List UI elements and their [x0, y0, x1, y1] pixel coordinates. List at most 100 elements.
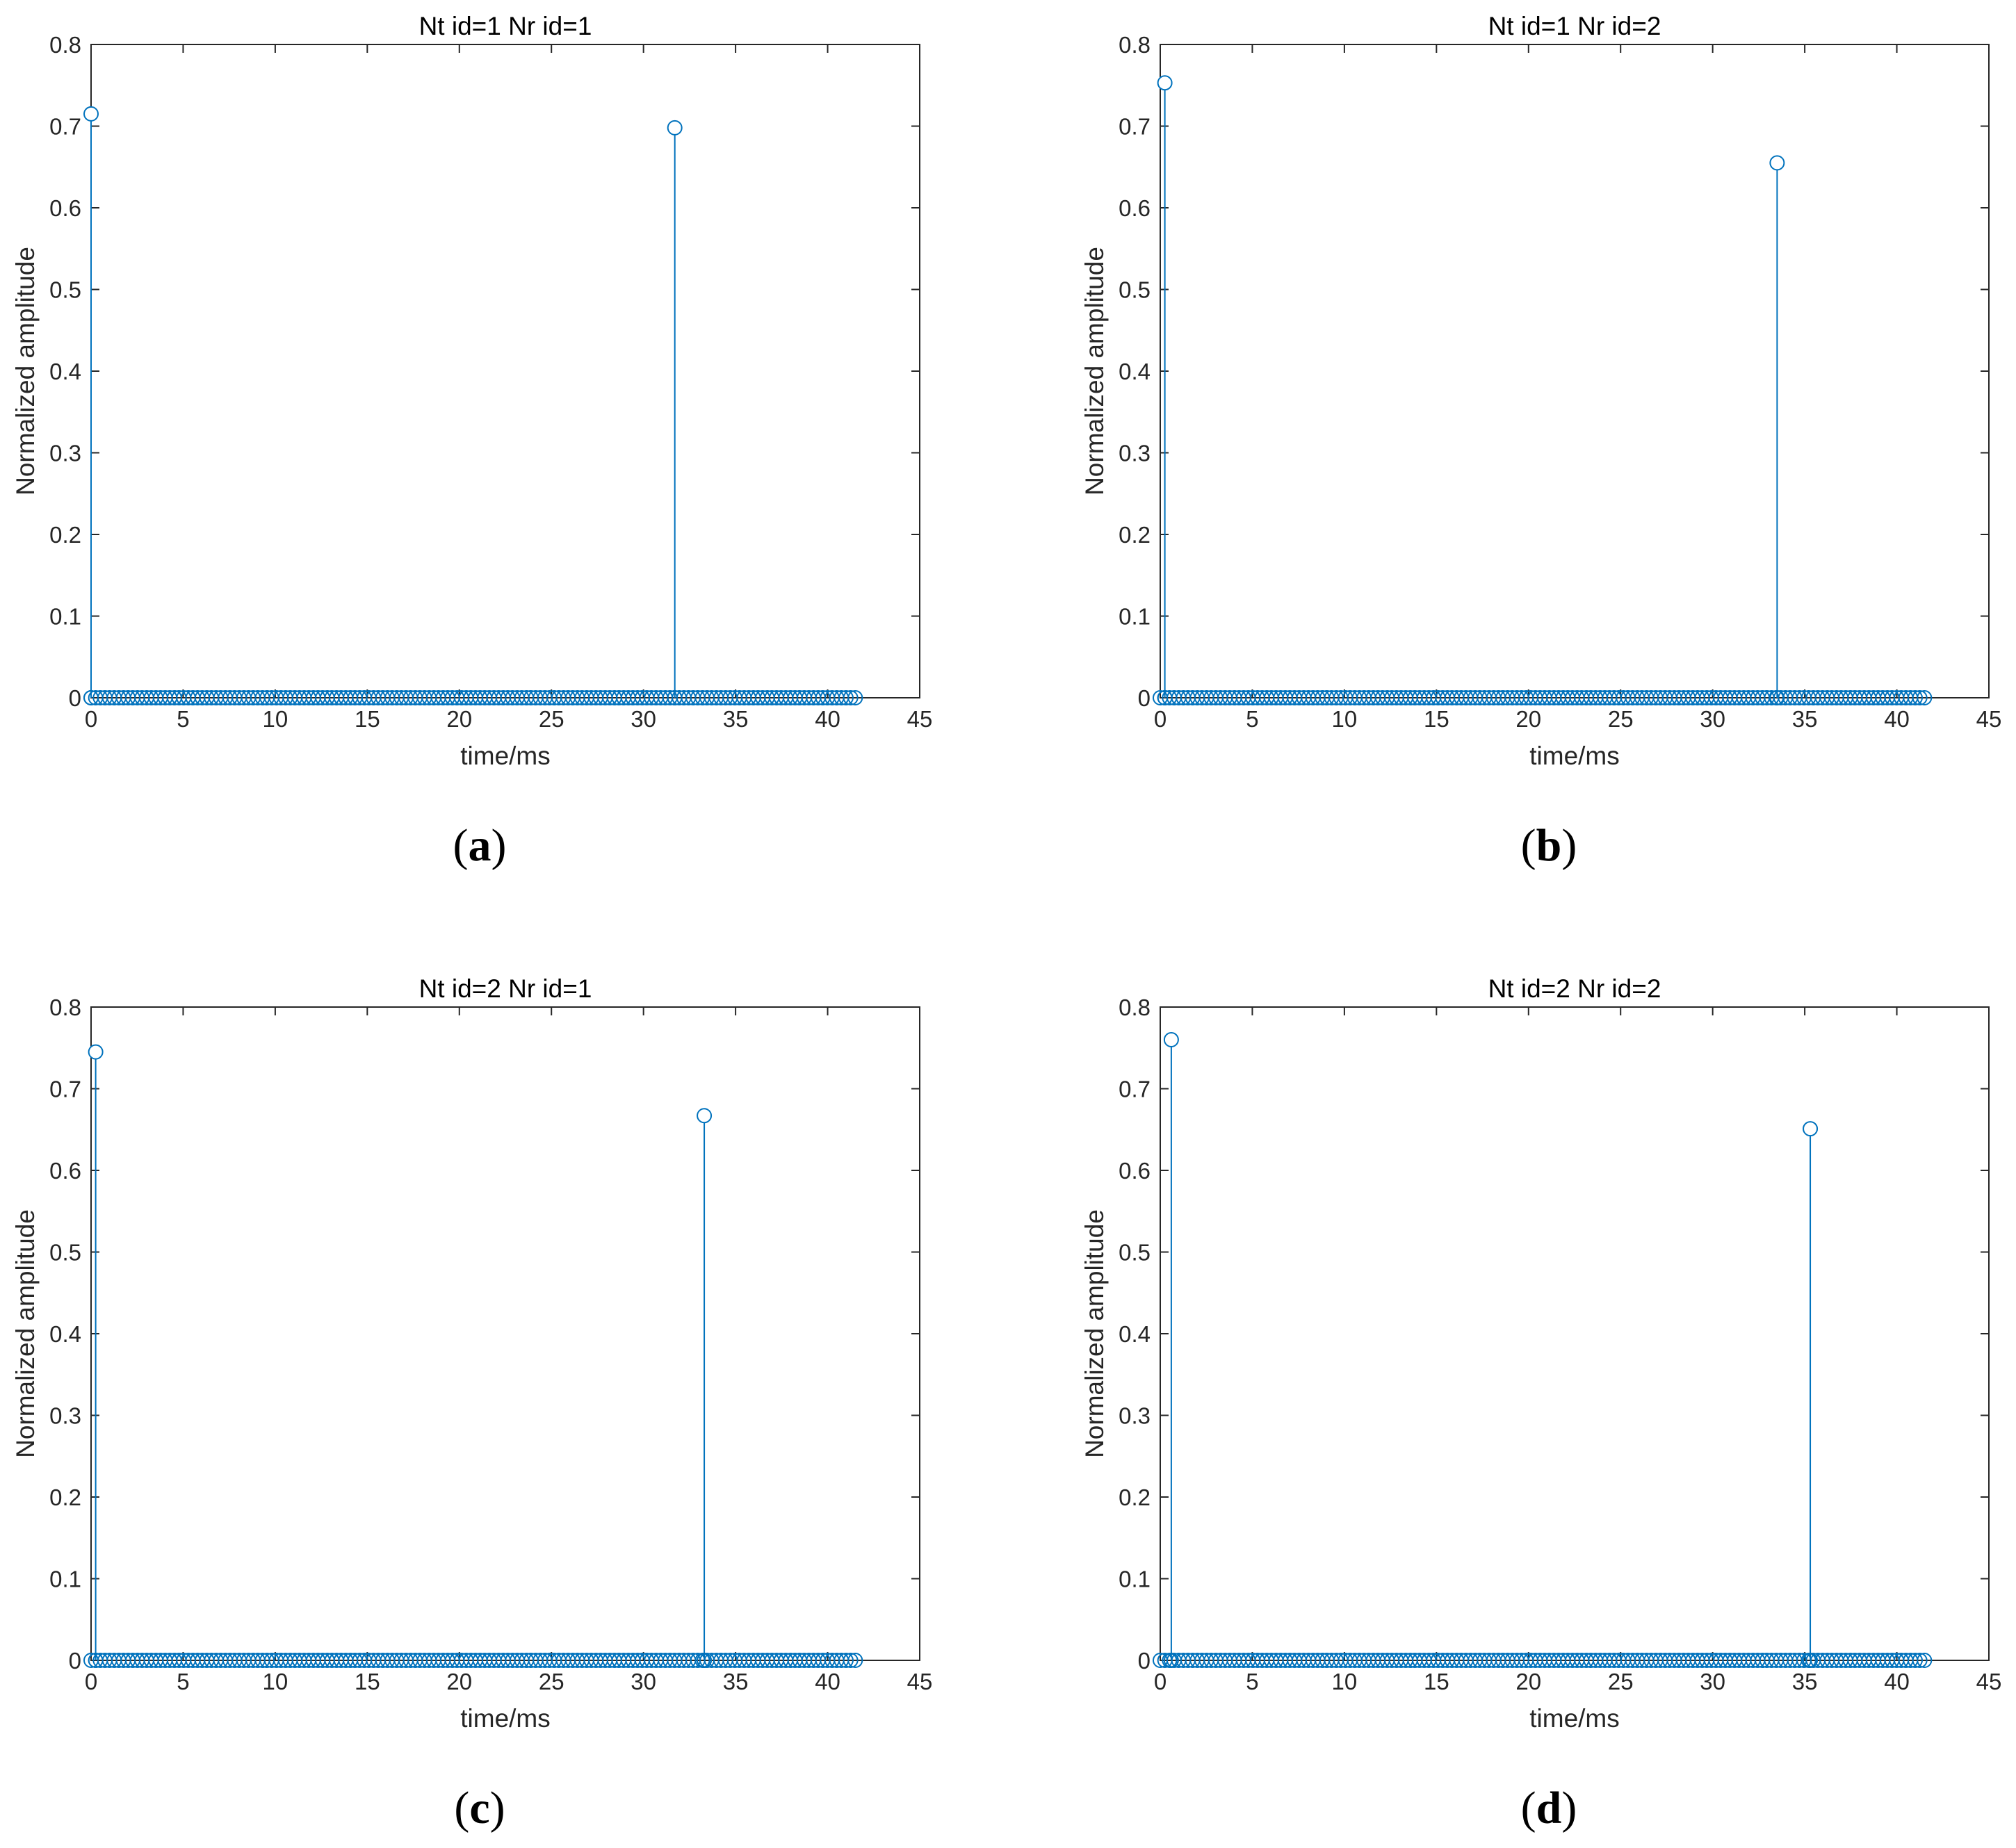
x-tick-label: 30 [631, 1669, 656, 1694]
baseline-markers [1153, 1653, 1933, 1668]
y-tick-label: 0.6 [1119, 1158, 1151, 1184]
baseline-point [843, 690, 859, 705]
x-tick-label: 20 [1515, 1669, 1541, 1694]
y-tick-label: 0.1 [49, 1567, 81, 1592]
panel-caption: (a) [453, 820, 507, 871]
stem-base-marker [83, 690, 99, 705]
x-tick-label: 40 [1884, 706, 1910, 732]
y-axis-label: Normalized amplitude [1080, 247, 1109, 496]
plot-box [1160, 1006, 1990, 1661]
chart-title: Nt id=1 Nr id=1 [419, 12, 592, 40]
x-tick-label: 0 [1154, 1669, 1166, 1694]
plot-box [90, 44, 920, 698]
y-tick-label: 0.5 [49, 1240, 81, 1266]
panel-caption: (d) [1521, 1783, 1577, 1833]
y-tick-label: 0.8 [1119, 995, 1151, 1020]
stem-peak-marker [88, 1044, 104, 1060]
x-tick-label: 30 [1700, 1669, 1725, 1694]
baseline-markers [83, 1653, 863, 1668]
y-tick-label: 0.5 [1119, 1240, 1151, 1266]
y-tick-label: 0.8 [49, 995, 81, 1020]
y-tick-label: 0.6 [49, 195, 81, 221]
x-tick-label: 15 [1424, 1669, 1449, 1694]
stem-peak-marker [1157, 75, 1173, 91]
stem-base-marker [1157, 690, 1173, 705]
baseline-point [1917, 690, 1933, 705]
baseline-point [1912, 690, 1928, 705]
y-tick-label: 0.3 [49, 441, 81, 466]
panel-caption: (b) [1521, 820, 1577, 871]
baseline-point [843, 1653, 859, 1668]
x-tick-label: 30 [1700, 706, 1725, 732]
x-tick-label: 25 [539, 706, 564, 732]
x-tick-label: 20 [1515, 706, 1541, 732]
baseline-point [847, 690, 863, 705]
y-tick-label: 0.7 [1119, 114, 1151, 140]
plot-box [1160, 44, 1990, 698]
y-tick-label: 0.5 [1119, 277, 1151, 303]
y-tick-label: 0.8 [1119, 32, 1151, 58]
y-tick-label: 0.5 [49, 277, 81, 303]
x-tick-label: 0 [85, 706, 97, 732]
x-tick-label: 45 [1976, 1669, 2002, 1694]
baseline-point [1907, 690, 1923, 705]
y-tick-label: 0.1 [1119, 604, 1151, 630]
panel-caption: (c) [454, 1783, 505, 1833]
y-tick-label: 0.3 [49, 1403, 81, 1429]
plot-box [90, 1006, 920, 1661]
y-tick-label: 0.4 [49, 1321, 81, 1347]
y-tick-label: 0.2 [49, 1485, 81, 1510]
chart-panel-a: 0 5 10 15 20 25 30 35 40 45 0 0.1 0.2 0.3 0.4 0.5 0.6 0.7… [11, 12, 932, 871]
x-axis-label: time/ms [1529, 742, 1620, 770]
x-tick-label: 0 [85, 1669, 97, 1694]
baseline-point [1912, 1653, 1928, 1668]
x-tick-label: 35 [723, 706, 749, 732]
stem-peak-marker [697, 1108, 713, 1124]
x-tick-label: 45 [907, 706, 933, 732]
y-tick-label: 0.2 [1119, 1485, 1151, 1510]
stem-base-marker [1803, 1653, 1819, 1668]
x-tick-label: 45 [1976, 706, 2002, 732]
y-tick-label: 0 [1138, 685, 1151, 711]
stem-base-marker [1769, 690, 1785, 705]
y-tick-label: 0.4 [1119, 359, 1151, 384]
x-axis-label: time/ms [1529, 1704, 1620, 1733]
x-tick-label: 5 [177, 1669, 189, 1694]
stem-peak-marker [667, 120, 683, 136]
chart-panel-c: 0 5 10 15 20 25 30 35 40 45 0 0.1 0.2 0.3 0.4 0.5 0.6 0.7… [11, 974, 932, 1833]
x-tick-label: 40 [815, 1669, 840, 1694]
chart-title: Nt id=2 Nr id=2 [1488, 974, 1661, 1003]
x-tick-label: 5 [1246, 1669, 1258, 1694]
y-axis-label: Normalized amplitude [11, 1209, 40, 1458]
x-tick-label: 20 [446, 706, 472, 732]
y-tick-label: 0 [69, 685, 81, 711]
stem-peak-marker [1803, 1121, 1819, 1137]
stem-base-marker [88, 1653, 104, 1668]
x-tick-label: 35 [1792, 706, 1818, 732]
x-tick-label: 10 [1332, 1669, 1358, 1694]
chart-panel-b: 0 5 10 15 20 25 30 35 40 45 0 0.1 0.2 0.3 0.4 0.5 0.6 0.7… [1080, 12, 2001, 871]
x-tick-label: 40 [1884, 1669, 1910, 1694]
baseline-point [838, 1653, 854, 1668]
y-tick-label: 0.2 [49, 522, 81, 548]
baseline-point [1907, 1653, 1923, 1668]
stem-base-marker [667, 690, 683, 705]
y-tick-label: 0.4 [1119, 1321, 1151, 1347]
y-tick-label: 0.1 [49, 604, 81, 630]
x-tick-label: 20 [446, 1669, 472, 1694]
x-tick-label: 35 [1792, 1669, 1818, 1694]
y-tick-label: 0.7 [49, 114, 81, 140]
y-tick-label: 0.8 [49, 32, 81, 58]
x-axis-label: time/ms [460, 742, 551, 770]
x-tick-label: 5 [1246, 706, 1258, 732]
y-tick-label: 0.7 [49, 1077, 81, 1102]
stem-peak-marker [1163, 1032, 1179, 1047]
stem-peak-marker [1769, 155, 1785, 171]
baseline-point [838, 690, 854, 705]
x-tick-label: 5 [177, 706, 189, 732]
x-tick-label: 15 [355, 706, 380, 732]
stem-base-marker [697, 1653, 713, 1668]
y-axis-label: Normalized amplitude [11, 247, 40, 496]
x-tick-label: 35 [723, 1669, 749, 1694]
